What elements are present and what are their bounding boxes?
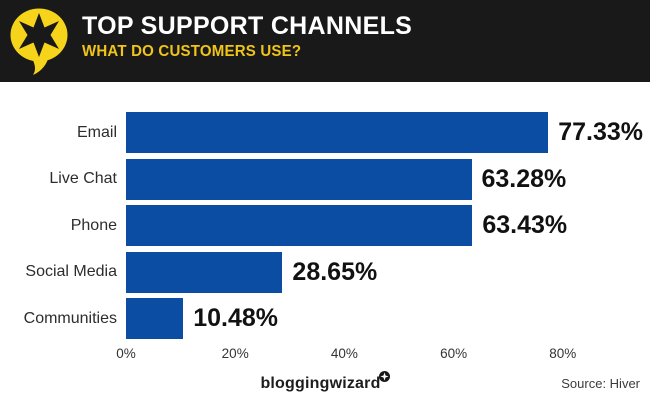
value-label: 28.65% xyxy=(292,257,378,286)
bar xyxy=(126,298,184,339)
bar-row: Social Media 28.65% xyxy=(0,251,650,293)
page-subtitle: WHAT DO CUSTOMERS USE? xyxy=(82,43,302,60)
value-label: 63.43% xyxy=(482,211,568,239)
bar xyxy=(126,158,472,200)
bar xyxy=(126,112,549,153)
category-label: Social Media xyxy=(25,263,117,280)
header: TOP SUPPORT CHANNELS WHAT DO CUSTOMERS U… xyxy=(0,0,650,82)
bar xyxy=(126,205,473,246)
bar-chart: Email 77.33% Live Chat 63.28% Phone 63.43% Soc… xyxy=(0,82,650,400)
value-label: 77.33% xyxy=(558,118,644,146)
x-axis-tick: 20% xyxy=(221,345,249,361)
bar-row: Phone 63.43% xyxy=(0,205,650,246)
bar-row: Live Chat 63.28% xyxy=(0,158,650,200)
x-axis-tick: 0% xyxy=(116,345,136,361)
x-axis-tick: 40% xyxy=(330,345,358,361)
value-label: 10.48% xyxy=(193,304,279,332)
brand-logo: bloggingwizard xyxy=(250,370,400,394)
page-title: TOP SUPPORT CHANNELS xyxy=(82,12,413,40)
bar-row: Email 77.33% xyxy=(0,112,650,153)
source-note: Source: Hiver xyxy=(561,376,640,391)
category-label: Email xyxy=(76,123,117,141)
x-axis-tick: 60% xyxy=(440,345,468,361)
star-badge-icon xyxy=(378,371,390,382)
brand-logo-text: bloggingwizard xyxy=(260,375,381,392)
category-label: Live Chat xyxy=(49,170,117,187)
category-label: Communities xyxy=(23,309,117,327)
x-axis-tick: 80% xyxy=(549,345,577,361)
bar-row: Communities 10.48% xyxy=(0,298,650,339)
speech-bubble-star-icon xyxy=(10,8,68,75)
value-label: 63.28% xyxy=(481,164,567,193)
header-text: TOP SUPPORT CHANNELS WHAT DO CUSTOMERS U… xyxy=(82,12,412,61)
bar xyxy=(126,251,283,293)
category-label: Phone xyxy=(70,216,117,234)
